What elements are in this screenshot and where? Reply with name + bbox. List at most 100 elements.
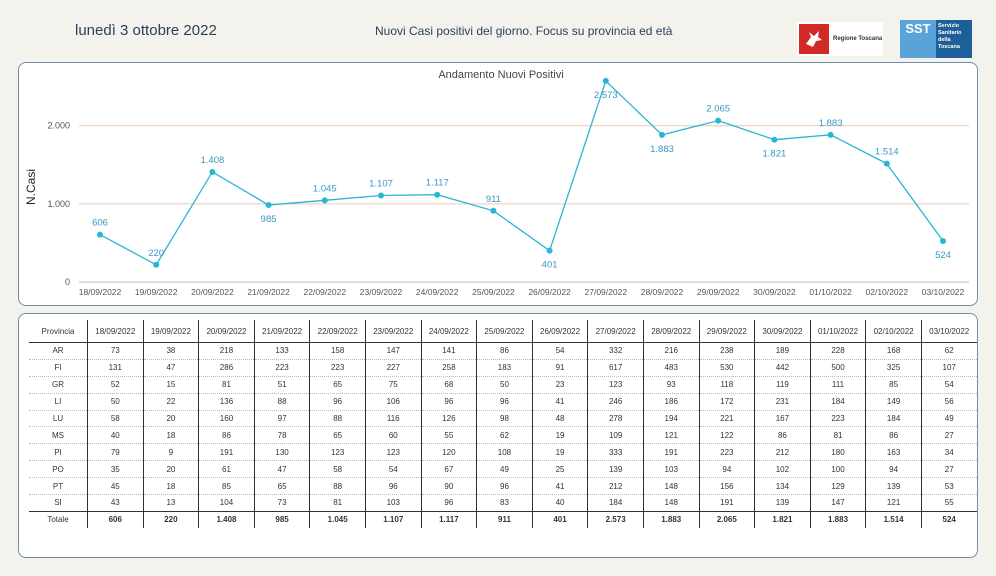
data-label: 1.117 — [426, 178, 449, 189]
table-cell: 123 — [309, 443, 366, 462]
sst-logo: SST Servizio Sanitario della Toscana — [900, 20, 972, 58]
table-cell: 107 — [920, 359, 977, 377]
data-point — [715, 117, 722, 124]
col-header-date: 29/09/2022 — [698, 320, 755, 343]
chart-panel: Andamento Nuovi Positivi N.Casi 0 1.000 2.00… — [18, 62, 978, 306]
table-cell: 60 — [364, 426, 422, 445]
table-cell: 141 — [420, 342, 477, 360]
table-cell: 51 — [253, 376, 310, 394]
table-cell: 75 — [364, 376, 422, 394]
table-cell: 48 — [531, 410, 588, 428]
table-cell: 62 — [920, 342, 977, 360]
y-tick-label: 0 — [65, 277, 70, 287]
table-row: LU 58 20 160 97 88 116 126 98 48 278 194 221 167 223 18… — [29, 410, 977, 428]
sst-logo-mark: SST — [900, 20, 936, 58]
x-tick-label: 21/09/2022 — [247, 287, 290, 297]
table-cell: 96 — [420, 494, 477, 512]
table-cell: 23 — [531, 376, 588, 394]
table-row: PI 79 9 191 130 123 123 120 108 19 333 191 223 212 180… — [29, 443, 977, 462]
data-point — [771, 136, 778, 143]
x-tick-label: 01/10/2022 — [809, 287, 852, 297]
data-label: 2.573 — [594, 90, 618, 101]
table-cell: 85 — [198, 477, 255, 496]
table-cell: 1.045 — [309, 510, 366, 528]
table-cell: 136 — [198, 393, 255, 411]
col-header-date: 30/09/2022 — [754, 320, 811, 343]
table-cell: 189 — [754, 342, 811, 360]
table-cell: 148 — [642, 494, 700, 512]
x-tick-label: 18/09/2022 — [79, 287, 122, 297]
col-header-date: 02/10/2022 — [865, 320, 922, 343]
table-cell: 483 — [642, 359, 700, 377]
table-cell: 167 — [754, 410, 811, 428]
col-header-date: 26/09/2022 — [531, 320, 588, 343]
table-cell: 191 — [698, 494, 755, 512]
table-cell: 88 — [253, 393, 310, 411]
province-name: PI — [29, 443, 88, 462]
table-row: FI 131 47 286 223 223 227 258 183 91 617 483 530 442 5… — [29, 359, 977, 377]
table-cell: 9 — [142, 443, 199, 462]
table-cell: 96 — [420, 393, 477, 411]
table-cell: 102 — [754, 460, 811, 479]
table-cell: 2.065 — [698, 510, 755, 528]
data-point — [265, 202, 272, 209]
table-row: MS 40 18 86 78 65 60 55 62 19 109 121 122 86 81 86 27 — [29, 426, 977, 445]
col-header-date: 22/09/2022 — [309, 320, 366, 343]
table-cell: 106 — [364, 393, 422, 411]
table-cell: 180 — [809, 443, 866, 462]
table-cell: 218 — [198, 342, 255, 360]
table-row: LI 50 22 136 88 96 106 96 96 41 246 186 172 231 184 149… — [29, 393, 977, 411]
table-cell: 123 — [587, 376, 644, 394]
table-cell: 58 — [87, 410, 144, 428]
data-point — [883, 160, 890, 167]
table-cell: 133 — [253, 342, 310, 360]
data-point — [153, 261, 160, 268]
data-label: 401 — [542, 260, 558, 271]
table-cell: 61 — [198, 460, 255, 479]
table-cell: 524 — [920, 510, 977, 528]
x-tick-label: 23/09/2022 — [360, 287, 403, 297]
province-name: MS — [29, 426, 88, 445]
data-point — [321, 197, 328, 204]
table-cell: 78 — [253, 426, 310, 445]
x-tick-label: 27/09/2022 — [585, 287, 628, 297]
table-cell: 104 — [198, 494, 255, 512]
table-cell: 65 — [309, 426, 366, 445]
table-cell: 530 — [698, 359, 755, 377]
table-cell: 286 — [198, 359, 255, 377]
table-cell: 55 — [420, 426, 477, 445]
table-cell: 134 — [754, 477, 811, 496]
table-cell: 54 — [364, 460, 422, 479]
table-cell: 191 — [642, 443, 700, 462]
table-cell: 1.514 — [865, 510, 922, 528]
table-cell: 238 — [698, 342, 755, 360]
table-cell: 126 — [420, 410, 477, 428]
table-cell: 54 — [531, 342, 588, 360]
col-header-date: 27/09/2022 — [587, 320, 644, 343]
table-cell: 116 — [364, 410, 422, 428]
table-cell: 1.883 — [642, 510, 700, 528]
table-cell: 212 — [587, 477, 644, 496]
table-cell: 41 — [531, 393, 588, 411]
table-cell: 27 — [920, 460, 977, 479]
table-cell: 47 — [142, 359, 199, 377]
table-cell: 38 — [142, 342, 199, 360]
table-cell: 94 — [865, 460, 922, 479]
table-row: PT 45 18 85 65 88 96 90 96 41 212 148 156 134 129 139 53 — [29, 477, 977, 496]
table-cell: 184 — [865, 410, 922, 428]
table-cell: 160 — [198, 410, 255, 428]
table-cell: 15 — [142, 376, 199, 394]
table-cell: 19 — [531, 443, 588, 462]
x-tick-label: 24/09/2022 — [416, 287, 459, 297]
table-cell: 86 — [198, 426, 255, 445]
data-point — [602, 77, 609, 84]
table-cell: 121 — [865, 494, 922, 512]
table-cell: 2.573 — [587, 510, 644, 528]
table-cell: 401 — [531, 510, 588, 528]
province-name: LU — [29, 410, 88, 428]
data-label: 1.883 — [819, 118, 843, 129]
table-cell: 50 — [87, 393, 144, 411]
table-cell: 83 — [476, 494, 533, 512]
table-cell: 332 — [587, 342, 644, 360]
data-label: 1.514 — [875, 147, 899, 158]
